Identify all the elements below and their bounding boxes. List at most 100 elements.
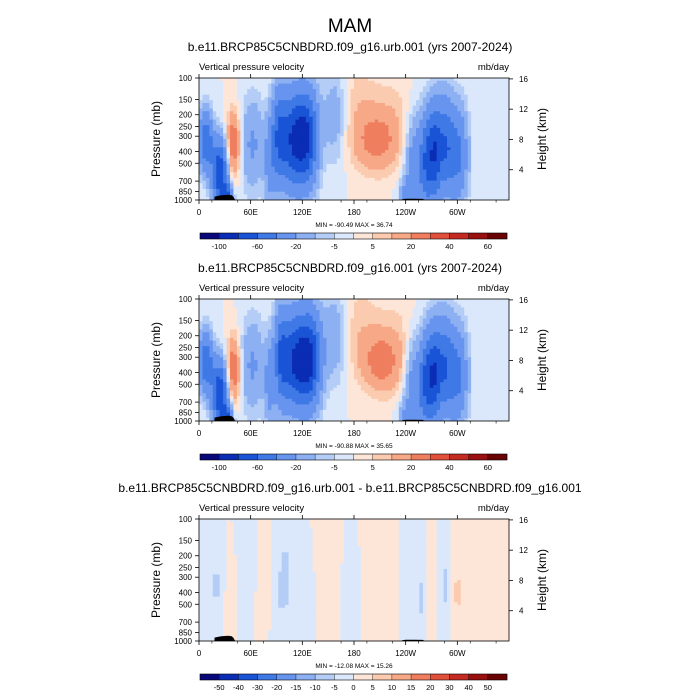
field-cell — [502, 186, 506, 190]
field-cell — [271, 321, 276, 325]
field-cell — [426, 161, 431, 165]
field-cell — [405, 307, 410, 311]
field-cell — [319, 177, 324, 181]
field-cell — [292, 100, 296, 104]
field-cell — [305, 188, 310, 193]
field-cell — [374, 89, 379, 93]
field-cell — [447, 91, 451, 96]
field-cell — [323, 169, 327, 173]
field-cell — [443, 304, 448, 308]
field-cell — [264, 155, 269, 159]
field-cell — [381, 169, 386, 173]
field-cell — [343, 108, 348, 112]
field-cell — [467, 105, 472, 109]
field-cell — [474, 97, 479, 101]
field-cell — [340, 139, 345, 143]
field-cell — [205, 130, 210, 134]
field-cell — [267, 133, 272, 137]
field-cell — [257, 133, 262, 137]
field-cell — [460, 102, 465, 107]
field-cell — [464, 91, 469, 96]
field-cell — [199, 86, 203, 90]
field-cell — [285, 301, 289, 305]
field-cell — [381, 83, 386, 87]
field-cell — [436, 323, 441, 328]
field-cell — [288, 155, 293, 159]
field-cell — [385, 114, 389, 118]
field-cell — [450, 304, 455, 308]
field-cell — [250, 299, 255, 303]
field-cell — [447, 136, 451, 140]
field-cell — [440, 172, 444, 176]
field-cell — [460, 163, 465, 168]
field-cell — [409, 155, 413, 159]
field-cell — [481, 133, 486, 137]
field-cell — [209, 312, 214, 317]
field-cell — [502, 133, 506, 137]
field-cell — [371, 321, 376, 325]
field-cell — [426, 122, 431, 126]
field-cell — [371, 301, 376, 305]
field-cell — [447, 318, 451, 322]
field-cell — [333, 108, 338, 112]
field-cell — [495, 147, 500, 151]
field-cell — [323, 312, 327, 317]
field-cell — [254, 102, 258, 107]
field-cell — [391, 166, 396, 170]
field-cell — [199, 152, 203, 157]
field-cell — [295, 130, 300, 134]
field-cell — [502, 78, 506, 82]
field-cell — [498, 78, 503, 82]
field-cell — [274, 175, 279, 179]
field-cell — [474, 100, 479, 104]
field-cell — [481, 161, 486, 165]
field-cell — [236, 318, 241, 322]
field-cell — [240, 144, 245, 148]
field-cell — [450, 80, 455, 84]
field-cell — [281, 158, 286, 162]
field-cell — [230, 147, 234, 151]
field-cell — [464, 180, 469, 184]
field-cell — [326, 136, 331, 140]
field-cell — [247, 94, 252, 98]
field-cell — [333, 122, 338, 126]
field-cell — [316, 80, 320, 84]
field-cell — [247, 155, 252, 159]
field-cell — [374, 323, 379, 328]
field-cell — [391, 78, 396, 82]
field-cell — [443, 86, 448, 90]
field-cell — [340, 144, 345, 148]
field-cell — [292, 197, 296, 200]
field-cell — [357, 163, 362, 168]
field-cell — [357, 183, 362, 187]
field-cell — [371, 141, 376, 145]
field-cell — [398, 114, 403, 118]
field-cell — [422, 147, 427, 151]
field-cell — [264, 102, 269, 107]
field-cell — [357, 307, 362, 311]
field-cell — [374, 191, 379, 195]
field-cell — [416, 177, 420, 181]
field-cell — [209, 161, 214, 165]
field-cell — [453, 172, 458, 176]
field-cell — [426, 150, 431, 154]
field-cell — [226, 147, 231, 151]
field-cell — [453, 304, 458, 308]
field-cell — [467, 312, 472, 317]
field-cell — [343, 111, 348, 115]
field-cell — [478, 152, 482, 157]
field-cell — [364, 191, 369, 195]
field-cell — [398, 299, 403, 303]
field-cell — [447, 100, 451, 104]
field-cell — [419, 310, 424, 314]
field-cell — [447, 310, 451, 314]
field-cell — [333, 166, 338, 170]
field-cell — [261, 312, 265, 317]
field-cell — [464, 312, 469, 317]
field-cell — [457, 105, 462, 109]
field-cell — [250, 304, 255, 308]
field-cell — [243, 141, 248, 145]
field-cell — [243, 321, 248, 325]
field-cell — [447, 163, 451, 168]
field-cell — [298, 141, 303, 145]
